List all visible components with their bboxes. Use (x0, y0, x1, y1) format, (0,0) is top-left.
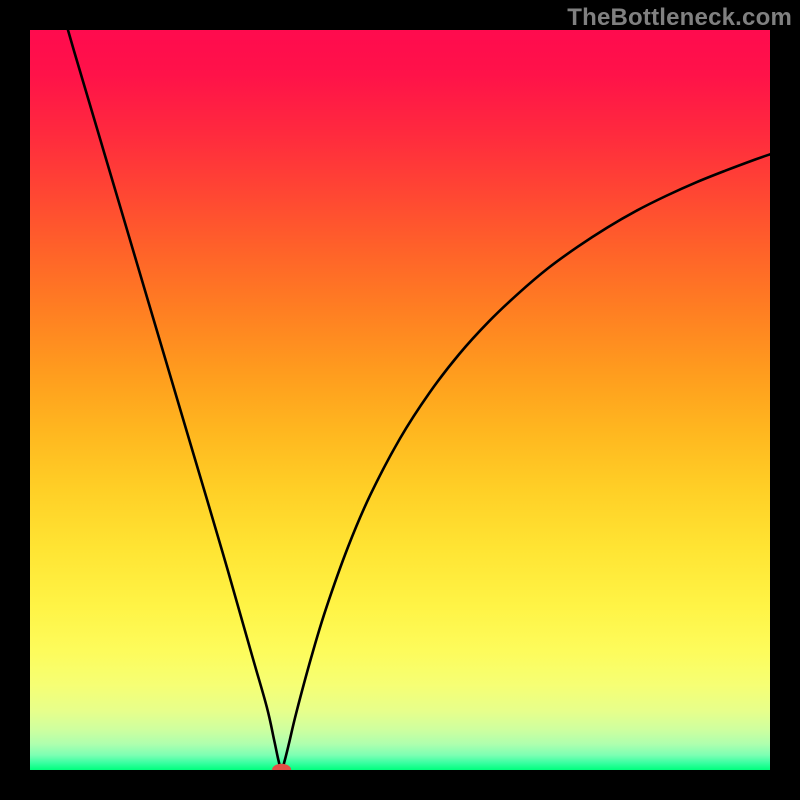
bottleneck-curve-chart (0, 0, 800, 800)
gradient-background (30, 30, 770, 770)
chart-frame: TheBottleneck.com (0, 0, 800, 800)
watermark-text: TheBottleneck.com (567, 4, 792, 32)
